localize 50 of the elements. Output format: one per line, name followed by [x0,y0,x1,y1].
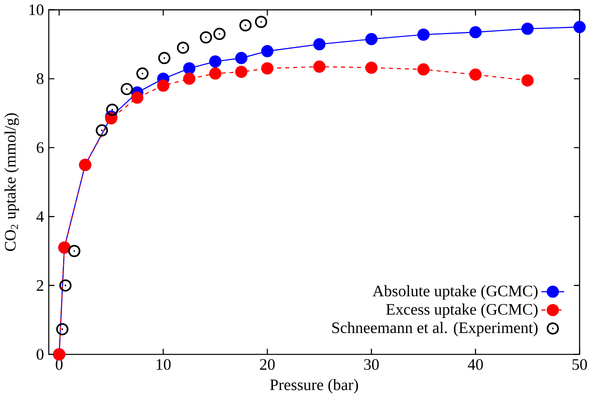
point [469,26,482,38]
point [131,92,144,104]
point [183,72,196,85]
legend-label: Excess uptake (GCMC) [386,304,538,318]
point [68,244,80,258]
point [365,33,378,46]
point [96,124,108,137]
point [261,62,274,75]
point [209,55,222,68]
x-tick-label: 30 [364,359,379,370]
point [59,279,72,292]
point [235,66,248,78]
point [176,42,190,54]
x-tick-label: 40 [468,359,483,370]
point [120,82,133,96]
x-axis-title: Pressure (bar) [270,379,358,394]
point [158,52,170,64]
point [313,38,326,50]
point [313,60,326,73]
point [521,74,534,87]
point [56,323,68,336]
y-tick-label: 6 [36,142,44,154]
point [254,16,268,28]
point [136,67,149,80]
point [521,22,534,35]
point [235,52,248,64]
y-tick-label: 2 [36,280,44,291]
y-tick-label: 0 [36,349,44,360]
point [239,19,252,32]
point [183,62,196,75]
point [106,104,118,116]
y-tick-label: 10 [29,4,44,16]
point [365,62,378,74]
x-tick-label: 10 [156,359,171,370]
point [209,67,222,80]
y-tick-label: 8 [36,73,44,84]
x-tick-label: 20 [260,359,275,370]
point [261,45,274,58]
point [213,28,226,40]
point [417,28,430,41]
point [469,68,482,81]
point [417,63,430,76]
point [200,31,212,44]
legend-label: Absolute uptake (GCMC) [372,285,538,300]
legend-label: Schneemann et al. (Experiment) [332,322,538,336]
x-tick-label: 50 [572,359,587,370]
y-axis-title: CO$_{2}$ uptake (mmol/g) [4,113,19,251]
y-tick-label: 4 [36,211,44,222]
point [573,20,586,34]
point [157,80,170,92]
